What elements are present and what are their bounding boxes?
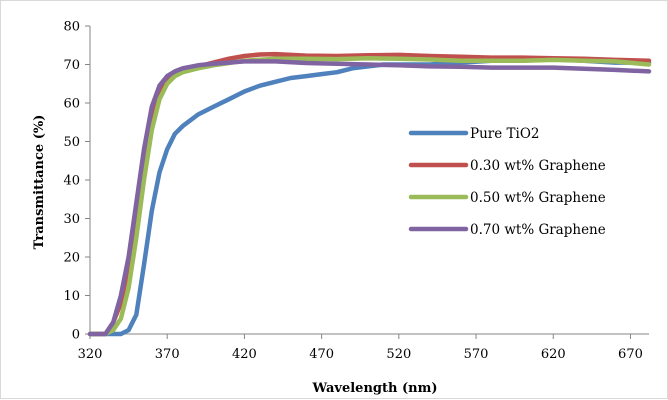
legend-label: Pure TiO2 (470, 126, 540, 142)
y-axis-title: Transmittance (%) (32, 115, 47, 250)
x-tick-label: 570 (464, 347, 489, 362)
y-tick-label: 70 (63, 58, 80, 73)
x-tick-label: 620 (541, 347, 566, 362)
x-axis-ticks: 320 370 420 470 520 570 620 670 (78, 334, 643, 362)
x-tick-label: 320 (78, 347, 103, 362)
legend-label: 0.70 wt% Graphene (470, 222, 606, 238)
y-tick-label: 0 (72, 328, 80, 343)
y-tick-label: 20 (63, 251, 80, 266)
x-axis-title: Wavelength (nm) (312, 381, 438, 396)
axes: 0 10 20 30 40 50 60 70 80 320 370 420 470 520 570 620 6… (63, 20, 649, 362)
legend-label: 0.30 wt% Graphene (470, 158, 606, 174)
x-tick-label: 520 (386, 347, 411, 362)
legend: Pure TiO2 0.30 wt% Graphene 0.50 wt% Graph… (408, 126, 606, 238)
y-axis-ticks: 0 10 20 30 40 50 60 70 80 (63, 20, 90, 343)
y-tick-label: 50 (63, 135, 80, 150)
x-tick-label: 420 (232, 347, 257, 362)
series-line-4 (87, 59, 652, 337)
y-tick-label: 80 (63, 20, 80, 35)
legend-label: 0.50 wt% Graphene (470, 190, 606, 206)
x-tick-label: 370 (155, 347, 180, 362)
y-tick-label: 10 (63, 289, 80, 304)
x-tick-label: 470 (309, 347, 334, 362)
y-tick-label: 60 (63, 97, 80, 112)
series-lines (87, 51, 652, 337)
y-tick-label: 40 (63, 174, 80, 189)
y-tick-label: 30 (63, 212, 80, 227)
x-tick-label: 670 (618, 347, 643, 362)
